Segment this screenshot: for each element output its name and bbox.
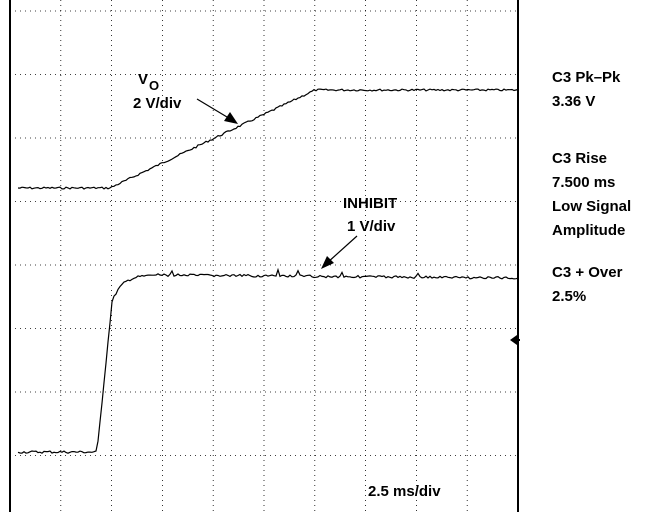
vo-label: V xyxy=(138,71,148,88)
measure-note: Amplitude xyxy=(552,222,625,239)
screen-border xyxy=(9,0,519,512)
measure-note: Low Signal xyxy=(552,198,631,215)
measure-name: C3 Rise xyxy=(552,150,607,167)
inhibit-arrow xyxy=(326,235,358,264)
measure-name: C3 Pk–Pk xyxy=(552,69,621,86)
measure-value: 3.36 V xyxy=(552,93,595,110)
time-scale: 2.5 ms/div xyxy=(368,483,441,500)
vo-waveform xyxy=(17,88,519,190)
vo-scale: 2 V/div xyxy=(133,95,182,112)
inhibit-scale: 1 V/div xyxy=(347,218,396,235)
vo-arrow xyxy=(196,98,233,121)
vo-arrowhead xyxy=(224,112,238,124)
measure-value: 2.5% xyxy=(552,288,586,305)
grid xyxy=(10,0,518,512)
measure-name: C3 + Over xyxy=(552,264,623,281)
trigger-marker xyxy=(510,335,517,345)
measure-value: 7.500 ms xyxy=(552,174,615,191)
inhibit-arrowhead xyxy=(321,256,334,269)
inhibit-label: INHIBIT xyxy=(343,195,397,212)
vo-subscript: O xyxy=(149,78,159,93)
inhibit-waveform xyxy=(17,267,519,454)
